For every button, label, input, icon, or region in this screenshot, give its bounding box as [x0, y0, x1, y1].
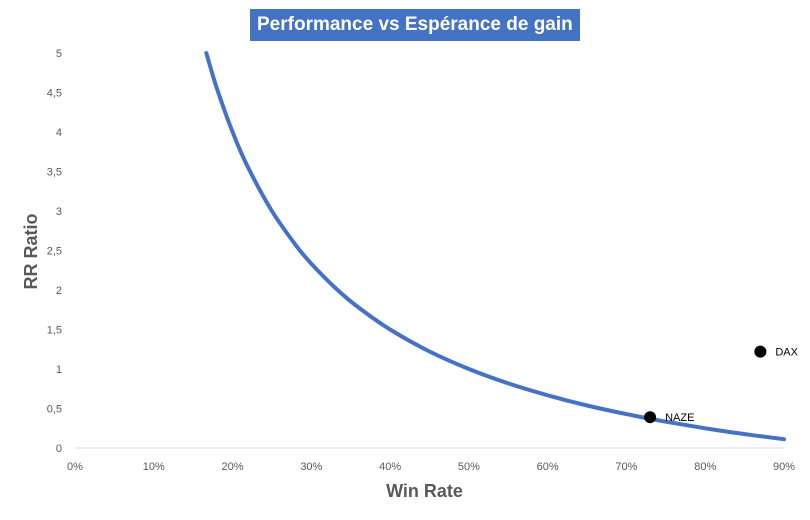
x-tick-label: 10%	[143, 461, 165, 473]
chart-title: Performance vs Espérance de gain	[250, 9, 580, 41]
data-point-dax	[754, 345, 767, 358]
x-tick-label: 70%	[615, 461, 637, 473]
x-tick-label: 0%	[67, 461, 83, 473]
y-tick-label: 2,5	[47, 246, 62, 258]
y-tick-label: 3,5	[47, 167, 62, 179]
x-tick-label: 40%	[379, 461, 401, 473]
y-tick-label: 4	[56, 127, 62, 139]
breakeven-curve	[204, 51, 786, 442]
x-tick-label: 80%	[694, 461, 716, 473]
data-point-naze	[644, 411, 657, 424]
x-tick-label: 20%	[222, 461, 244, 473]
y-tick-label: 0,5	[47, 404, 62, 416]
y-tick-label: 0	[56, 443, 62, 455]
y-tick-label: 1,5	[47, 325, 62, 337]
data-label-naze: NAZE	[665, 412, 694, 424]
y-tick-label: 2	[56, 285, 62, 297]
y-axis-title: RR Ratio	[21, 213, 41, 289]
x-tick-label: 50%	[458, 461, 480, 473]
x-tick-label: 90%	[773, 461, 795, 473]
data-points: NAZE DAX	[644, 345, 799, 424]
y-tick-label: 5	[56, 48, 62, 60]
x-tick-labels: 0% 10% 20% 30% 40% 50% 60% 70% 80% 90%	[67, 461, 795, 473]
x-axis-title: Win Rate	[386, 481, 463, 501]
x-tick-label: 30%	[300, 461, 322, 473]
y-tick-label: 3	[56, 206, 62, 218]
y-tick-labels: 0 0,5 1 1,5 2 2,5 3 3,5 4 4,5 5	[47, 48, 62, 455]
y-tick-label: 1	[56, 364, 62, 376]
data-label-dax: DAX	[775, 347, 798, 359]
x-tick-label: 60%	[537, 461, 559, 473]
y-tick-label: 4,5	[47, 88, 62, 100]
